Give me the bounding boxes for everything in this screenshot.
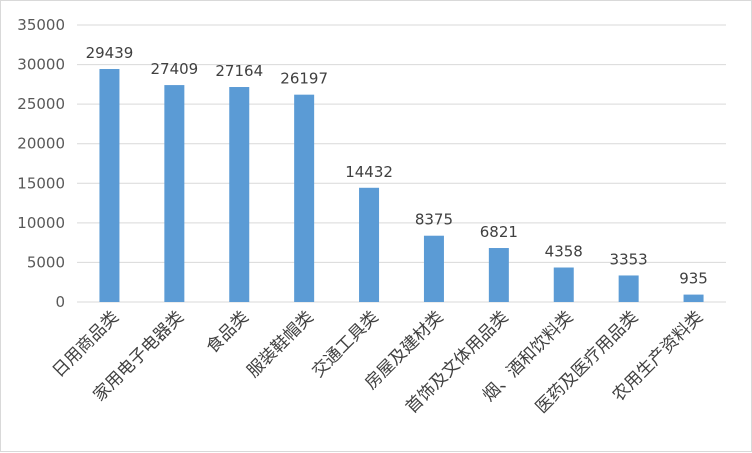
bar xyxy=(164,85,185,303)
bar xyxy=(229,87,250,302)
y-tick-label: 0 xyxy=(55,293,65,311)
data-label: 6821 xyxy=(480,223,518,241)
bar xyxy=(423,235,444,302)
y-tick-label: 15000 xyxy=(17,174,65,192)
y-tick-label: 30000 xyxy=(17,56,65,74)
data-label: 14432 xyxy=(345,163,393,181)
bar xyxy=(618,275,639,302)
category-label: 食品类 xyxy=(203,307,253,357)
y-tick-label: 25000 xyxy=(17,95,65,113)
data-label: 4358 xyxy=(545,243,583,261)
bar xyxy=(294,94,315,302)
data-label: 3353 xyxy=(610,250,648,268)
data-label: 29439 xyxy=(86,44,134,62)
data-label: 27164 xyxy=(215,62,263,80)
bar xyxy=(683,294,704,302)
data-label: 935 xyxy=(679,270,708,288)
y-tick-label: 5000 xyxy=(27,253,65,271)
y-tick-label: 35000 xyxy=(17,16,65,34)
data-label: 26197 xyxy=(280,70,328,88)
bar xyxy=(553,267,574,302)
bar xyxy=(359,187,380,302)
bar xyxy=(488,248,509,302)
data-label: 8375 xyxy=(415,211,453,229)
data-label: 27409 xyxy=(150,60,198,78)
y-tick-label: 20000 xyxy=(17,135,65,153)
y-tick-label: 10000 xyxy=(17,214,65,232)
category-label: 服装鞋帽类 xyxy=(243,307,317,381)
bar xyxy=(99,69,120,302)
